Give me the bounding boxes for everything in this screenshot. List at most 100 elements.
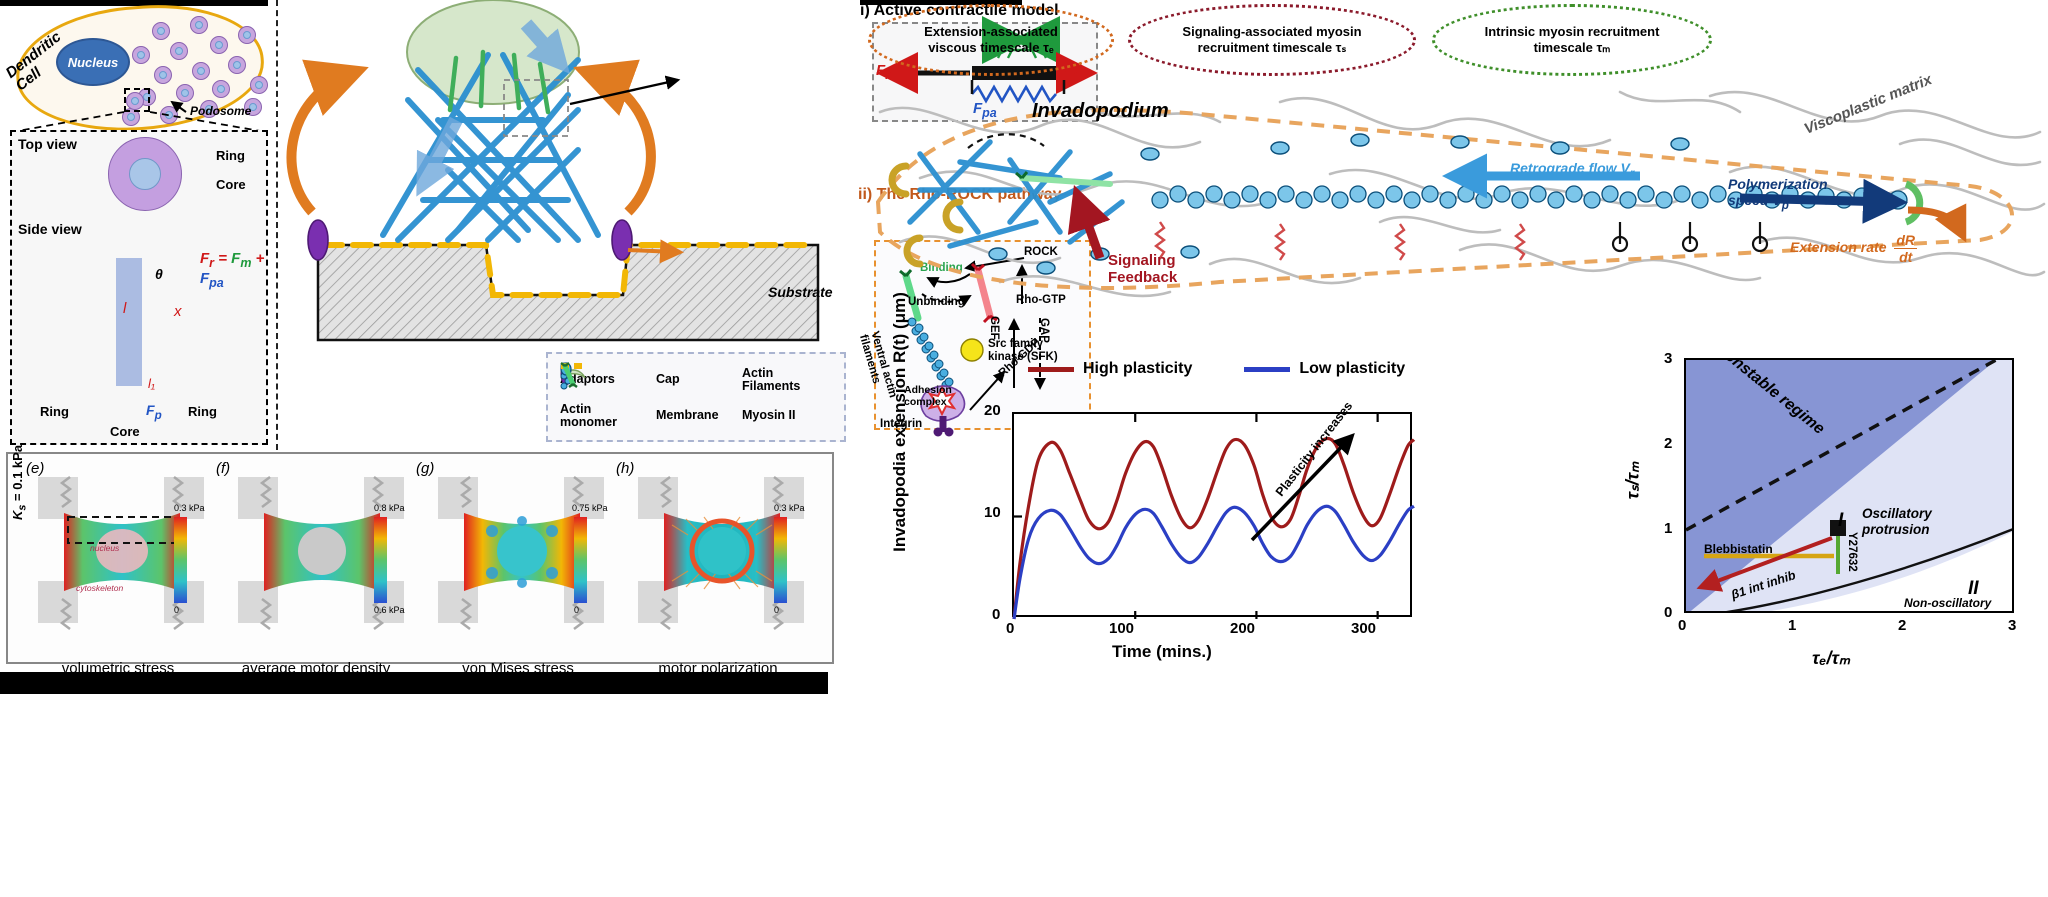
podosome-dot [132, 46, 150, 64]
force-pa-symbol: F [200, 270, 210, 287]
legend-entry-high-plasticity: High plasticity [1028, 360, 1192, 378]
phase-ytick-2: 2 [1664, 435, 1673, 452]
phase-xtick-0: 0 [1678, 617, 1687, 634]
colorbar-g-max: 0.75 kPa [572, 503, 608, 513]
plus-sign: + [251, 250, 265, 267]
colorbar-f [374, 517, 387, 603]
fpa-symbol: F [973, 100, 983, 117]
phase-ytick-1: 1 [1664, 520, 1673, 537]
chart-ytick-20: 20 [984, 402, 1001, 419]
substrate-label: Substrate [768, 284, 833, 300]
chart-xtick-300: 300 [1351, 620, 1377, 637]
polymerization-speed-subscript: p [1781, 198, 1789, 212]
force-m-symbol: F [231, 250, 241, 267]
force-p-subscript: p [154, 408, 162, 422]
top-middle-black-bar [860, 0, 1022, 5]
legend-item-cap: Cap [560, 369, 742, 386]
phase-x-axis-label: τₑ/τₘ [1812, 648, 1851, 668]
plasticity-increases-arrow [1250, 432, 1355, 542]
ellipse-myosin-timescale: Intrinsic myosin recruitment timescale τ… [1432, 4, 1712, 76]
polymerization-speed-label: Polymerization speed Vp [1728, 160, 1828, 212]
colorbar-h-min: 0 [774, 605, 780, 615]
chart-series-high-plasticity [1012, 436, 1416, 620]
region-I-symbol: I [1838, 510, 1844, 531]
retrograde-flow-subscript: r [1629, 166, 1635, 180]
fem-cell-f: 0.8 kPa 0.6 kPa [222, 455, 422, 655]
legend-item-actin-filaments: Actin Filaments [560, 362, 838, 393]
chart-y-axis-label: Invadopodia extension R(t) (μm) [890, 292, 909, 552]
colorbar-h [774, 517, 787, 603]
force-balance-equation: Fr = Fm + Fpa [200, 250, 280, 290]
podosome-dot [154, 66, 172, 84]
legend-item-myosin: Myosin II [560, 362, 838, 423]
ellipse-signaling-timescale: Signaling-associated myosin recruitment … [1128, 4, 1416, 76]
phase-ytick-0: 0 [1664, 604, 1673, 621]
panel-b-legend [546, 352, 846, 442]
sfk-label: Src family kinase (SFK) [988, 338, 1058, 364]
podosome-dot [210, 36, 228, 54]
phase-diagram-plot: Unstable regime I Oscillatory protrusion… [1684, 358, 2014, 613]
signaling-feedback-label: Signaling Feedback [1108, 252, 1178, 287]
top-left-black-bar [0, 0, 268, 6]
fpa-label: Fpa [973, 100, 997, 120]
fem-image-g [438, 476, 604, 630]
top-view-label: Top view [18, 136, 77, 152]
fem-cell-e: 0.3 kPa 0 nucleus cytoskeleton [22, 455, 222, 655]
phase-y-axis-label: τₛ/τₘ [1622, 461, 1643, 500]
colorbar-g [574, 517, 587, 603]
podosome-dot [190, 16, 208, 34]
phase-xtick-1: 1 [1788, 617, 1797, 634]
force-pa-subscript: pa [209, 276, 224, 290]
force-p-label: Fp [146, 402, 162, 422]
colorbar-f-min: 0.6 kPa [374, 605, 405, 615]
retrograde-flow-text: Retrograde flow V [1510, 160, 1630, 176]
ellipse-extension-timescale: Extension-associated viscous timescale τ… [868, 4, 1114, 76]
blebbistatin-label: Blebbistatin [1704, 542, 1773, 556]
podosome-zoom-box [124, 88, 150, 112]
legend-label-actin-filaments: Actin Filaments [742, 365, 801, 393]
chart-xtick-0: 0 [1006, 620, 1015, 637]
force-r-subscript: r [209, 256, 215, 270]
ellipse-myosin-text: Intrinsic myosin recruitment timescale τ… [1484, 24, 1660, 55]
fem-cell-h: 0.3 kPa 0 [622, 455, 822, 655]
panel-podosome-schematic [276, 0, 854, 450]
legend-entry-low-plasticity: Low plasticity [1244, 360, 1405, 378]
podosome-dot [228, 56, 246, 74]
phase-diagram-overlay [1686, 360, 2012, 611]
theta-angle-label: θ [155, 266, 163, 282]
fem-tag-h: (h) [616, 460, 635, 477]
fem-image-e [38, 476, 204, 630]
legend-grid: Adaptors Cap Actin Filaments Actin monom… [560, 362, 838, 434]
region-II-label: Non-oscillatory [1904, 596, 1992, 610]
fem-tag-f: (f) [216, 460, 231, 477]
podosome-dot [212, 80, 230, 98]
chart-xtick-100: 100 [1109, 620, 1135, 637]
legend-item-membrane: Membrane [561, 363, 742, 422]
fem-cell-g: 0.75 kPa 0 [422, 455, 622, 655]
colorbar-e-min: 0 [174, 605, 180, 615]
nucleus-shape: Nucleus [56, 38, 130, 86]
core-label: Core [216, 177, 246, 192]
fr-right-symbol: F [1062, 62, 1072, 79]
unbinding-label: Unbinding [908, 296, 965, 308]
podosome-label: Podosome [190, 104, 252, 118]
core-bottom-label: Core [110, 424, 140, 439]
fr-right-label: Fr [1062, 62, 1076, 82]
retrograde-flow-label: Retrograde flow Vr [1510, 160, 1634, 180]
side-view-label: Side view [18, 221, 82, 237]
podosome-dot [176, 84, 194, 102]
legend-label-myosin: Myosin II [742, 408, 796, 423]
ellipse-signaling-text: Signaling-associated myosin recruitment … [1182, 24, 1362, 55]
fem-image-h [638, 476, 804, 630]
fem-image-f [238, 476, 404, 630]
phase-xtick-3: 3 [2008, 617, 2017, 634]
integrin-label: Integrin [880, 418, 923, 430]
podosome-dot [192, 62, 210, 80]
chart-xtick-200: 200 [1230, 620, 1256, 637]
fem-tag-e: (e) [26, 460, 45, 477]
extension-rate-numerator: dR [1894, 232, 1918, 249]
length-x-label: x [174, 303, 182, 320]
colorbar-e [174, 517, 187, 603]
legend-label-actin-monomer: Actin monomer [560, 401, 617, 429]
podosome-dot [152, 22, 170, 40]
